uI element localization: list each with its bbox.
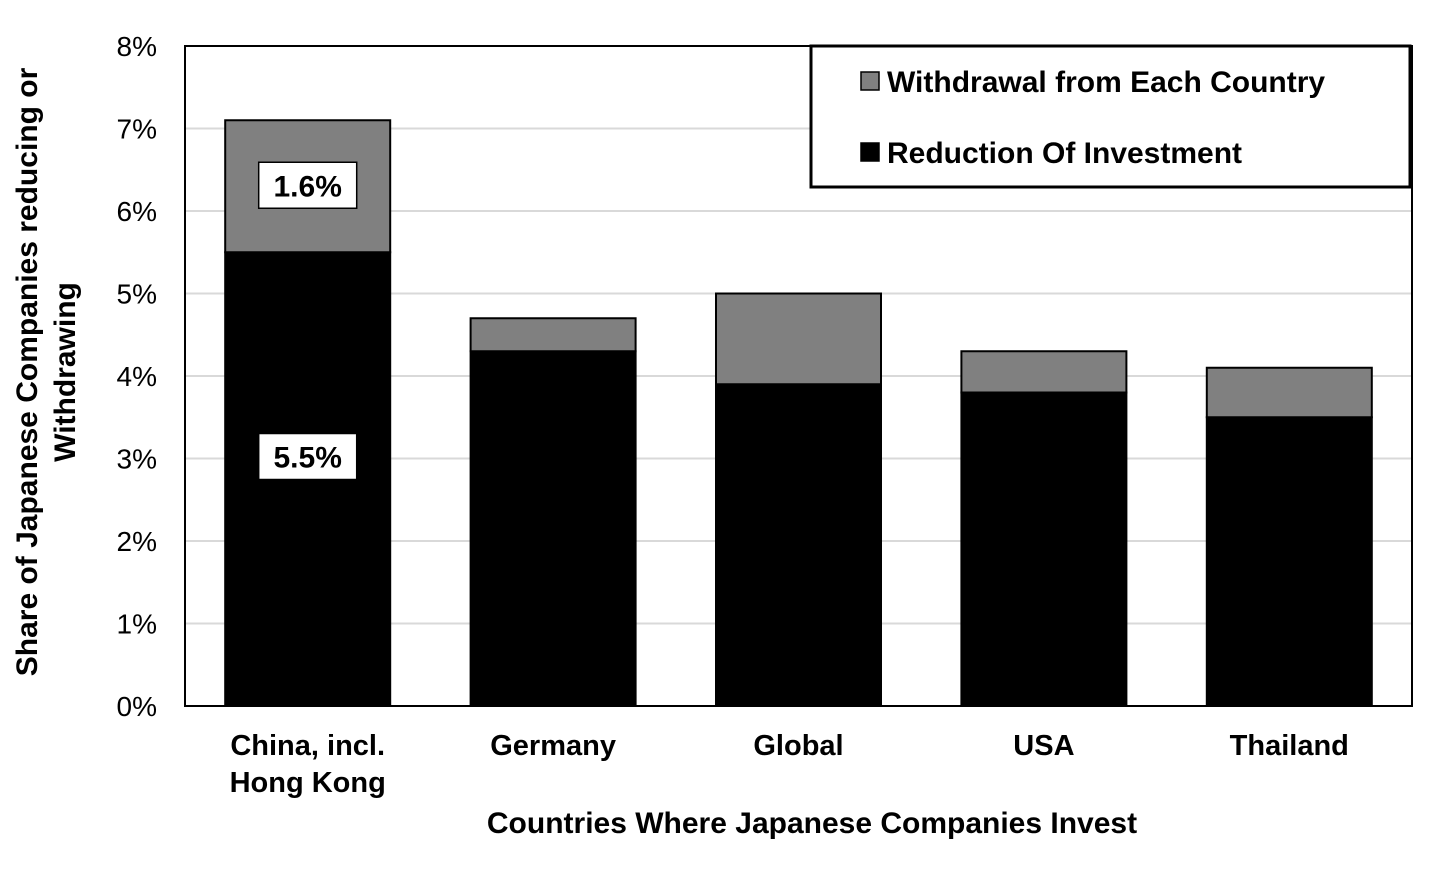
legend-swatch [860, 71, 880, 91]
x-axis-title: Countries Where Japanese Companies Inves… [487, 807, 1137, 840]
bar-segment [469, 350, 637, 707]
y-tick-label: 0% [117, 691, 157, 722]
y-axis-title: Share of Japanese Companies reducing or W… [11, 67, 82, 676]
y-tick-label: 4% [117, 361, 157, 392]
y-tick-label: 3% [117, 444, 157, 475]
bars [224, 119, 1373, 707]
bar-segment [960, 391, 1128, 707]
x-category-label: China, incl. [230, 730, 385, 762]
data-labels: 1.6% 5.5% [257, 161, 358, 481]
plot-area-border [184, 45, 1413, 707]
data-label-text: 1.6% [274, 170, 342, 203]
bar-segment [715, 292, 882, 386]
legend-label: Withdrawal from Each Country [887, 66, 1325, 99]
y-tick-label: 1% [117, 609, 157, 640]
y-tick-label: 2% [117, 526, 157, 557]
legend-box [809, 44, 1412, 189]
data-label-box [257, 161, 358, 209]
x-category-label: Hong Kong [230, 767, 386, 799]
legend: Withdrawal from Each Country Reduction Of… [809, 44, 1412, 189]
y-tick-label: 7% [117, 114, 157, 145]
data-label-box [257, 432, 358, 481]
y-axis-ticks: 0% 1% 2% 3% 4% 5% 6% 7% 8% [117, 31, 157, 722]
data-label: 5.5% [257, 432, 358, 481]
legend-label: Reduction Of Investment [887, 137, 1242, 170]
bar-segment [715, 383, 882, 707]
y-axis-title-line: Withdrawing [49, 282, 82, 462]
y-tick-label: 5% [117, 279, 157, 310]
x-category-label: Germany [490, 730, 616, 762]
y-tick-label: 8% [117, 31, 157, 62]
y-axis-title-line: Share of Japanese Companies reducing or [11, 67, 44, 676]
legend-swatch [860, 142, 880, 162]
x-category-label: USA [1013, 730, 1074, 762]
bar-segment [1205, 366, 1373, 419]
x-axis-categories: China, incl. Hong Kong Germany Global USA Tha… [230, 730, 1349, 799]
bar-segment [469, 317, 637, 353]
data-label-text: 5.5% [274, 442, 342, 475]
bar-segment [960, 350, 1128, 394]
data-label: 1.6% [257, 161, 358, 209]
x-category-label: Global [753, 730, 843, 762]
bar-segment [1205, 416, 1373, 707]
y-tick-label: 6% [117, 196, 157, 227]
x-category-label: Thailand [1230, 730, 1349, 762]
